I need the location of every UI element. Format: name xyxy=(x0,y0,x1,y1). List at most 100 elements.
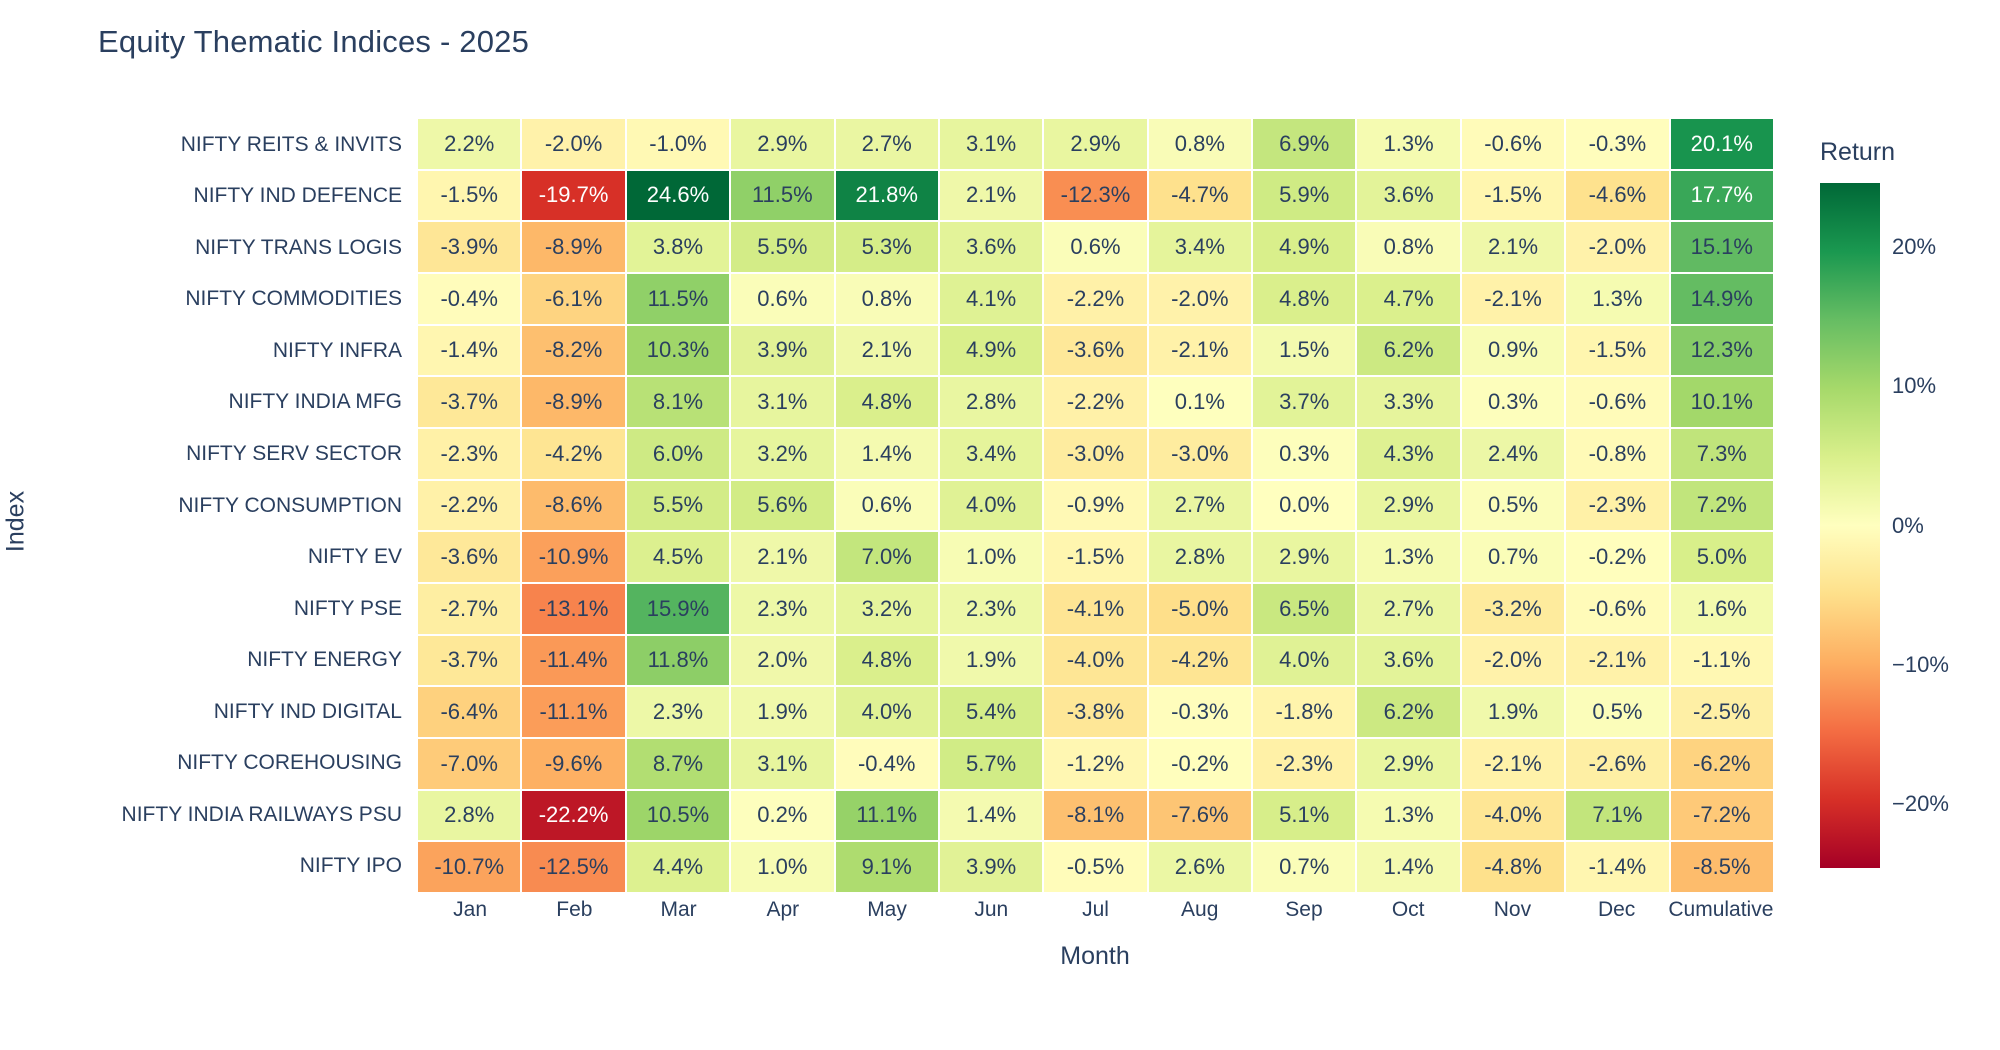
heatmap-cell[interactable]: -0.4% xyxy=(835,739,938,789)
heatmap-cell[interactable]: 0.8% xyxy=(1148,119,1252,169)
heatmap-cell[interactable]: -2.2% xyxy=(1044,377,1147,427)
heatmap-cell[interactable]: -22.2% xyxy=(522,790,625,841)
heatmap-cell[interactable]: 1.9% xyxy=(731,687,834,737)
heatmap-cell[interactable]: 2.2% xyxy=(418,119,521,169)
heatmap-cell[interactable]: -3.0% xyxy=(1148,429,1252,479)
heatmap-cell[interactable]: 15.9% xyxy=(626,584,730,634)
heatmap-cell[interactable]: -2.0% xyxy=(1461,635,1565,686)
heatmap-cell[interactable]: 8.1% xyxy=(626,377,730,427)
heatmap-cell[interactable]: 3.6% xyxy=(1357,170,1460,221)
heatmap-cell[interactable]: -4.2% xyxy=(522,429,625,479)
heatmap-cell[interactable]: 5.6% xyxy=(731,480,834,531)
heatmap-cell[interactable]: -2.0% xyxy=(1566,222,1669,272)
heatmap-cell[interactable]: 4.9% xyxy=(1253,222,1356,272)
heatmap-cell[interactable]: -1.0% xyxy=(626,119,730,169)
heatmap-cell[interactable]: 0.2% xyxy=(731,790,834,841)
heatmap-cell[interactable]: -2.1% xyxy=(1566,635,1669,686)
heatmap-cell[interactable]: -2.1% xyxy=(1461,739,1565,789)
heatmap-cell[interactable]: 9.1% xyxy=(835,842,938,892)
heatmap-cell[interactable]: 24.6% xyxy=(626,170,730,221)
heatmap-plot-area[interactable]: 2.2% -2.0% -1.0% 2.9% 2.7% 3.1% 2.9% 0.8% 6.9% 1.… xyxy=(418,119,1773,892)
heatmap-cell[interactable]: -12.5% xyxy=(522,842,625,892)
heatmap-cell[interactable]: 3.3% xyxy=(1357,377,1460,427)
heatmap-cell[interactable]: -2.2% xyxy=(418,480,521,531)
heatmap-cell[interactable]: 2.1% xyxy=(731,532,834,582)
heatmap-cell[interactable]: 2.9% xyxy=(731,119,834,169)
heatmap-cell[interactable]: 1.3% xyxy=(1357,790,1460,841)
heatmap-cell[interactable]: -2.1% xyxy=(1461,274,1565,324)
heatmap-cell[interactable]: 6.9% xyxy=(1253,119,1356,169)
heatmap-cell[interactable]: 2.6% xyxy=(1148,842,1252,892)
heatmap-cell[interactable]: 2.3% xyxy=(731,584,834,634)
heatmap-cell[interactable]: -2.2% xyxy=(1044,274,1147,324)
heatmap-cell[interactable]: 3.9% xyxy=(731,325,834,376)
heatmap-cell[interactable]: 10.1% xyxy=(1670,377,1773,427)
heatmap-cell[interactable]: 2.8% xyxy=(1148,532,1252,582)
heatmap-cell[interactable]: 4.0% xyxy=(939,480,1043,531)
heatmap-cell[interactable]: -2.3% xyxy=(418,429,521,479)
heatmap-cell[interactable]: 2.3% xyxy=(626,687,730,737)
heatmap-cell[interactable]: -2.3% xyxy=(1253,739,1356,789)
heatmap-cell[interactable]: 3.2% xyxy=(731,429,834,479)
heatmap-cell[interactable]: 10.5% xyxy=(626,790,730,841)
heatmap-cell[interactable]: -1.8% xyxy=(1253,687,1356,737)
heatmap-cell[interactable]: -4.1% xyxy=(1044,584,1147,634)
heatmap-cell[interactable]: -8.9% xyxy=(522,377,625,427)
heatmap-cell[interactable]: 15.1% xyxy=(1670,222,1773,272)
heatmap-cell[interactable]: -2.0% xyxy=(1148,274,1252,324)
heatmap-cell[interactable]: -1.5% xyxy=(1044,532,1147,582)
heatmap-cell[interactable]: -3.2% xyxy=(1461,584,1565,634)
heatmap-cell[interactable]: 4.8% xyxy=(835,377,938,427)
heatmap-cell[interactable]: 5.9% xyxy=(1253,170,1356,221)
heatmap-cell[interactable]: 12.3% xyxy=(1670,325,1773,376)
heatmap-cell[interactable]: 0.3% xyxy=(1461,377,1565,427)
heatmap-cell[interactable]: 2.7% xyxy=(1148,480,1252,531)
heatmap-cell[interactable]: -0.9% xyxy=(1044,480,1147,531)
heatmap-cell[interactable]: 0.5% xyxy=(1461,480,1565,531)
heatmap-cell[interactable]: -1.2% xyxy=(1044,739,1147,789)
heatmap-cell[interactable]: -0.6% xyxy=(1566,584,1669,634)
heatmap-cell[interactable]: 3.8% xyxy=(626,222,730,272)
heatmap-cell[interactable]: 6.5% xyxy=(1253,584,1356,634)
heatmap-cell[interactable]: -8.1% xyxy=(1044,790,1147,841)
heatmap-cell[interactable]: 5.7% xyxy=(939,739,1043,789)
heatmap-cell[interactable]: -1.5% xyxy=(1461,170,1565,221)
heatmap-cell[interactable]: 4.4% xyxy=(626,842,730,892)
heatmap-cell[interactable]: 1.4% xyxy=(835,429,938,479)
heatmap-cell[interactable]: -1.5% xyxy=(1566,325,1669,376)
heatmap-cell[interactable]: -9.6% xyxy=(522,739,625,789)
heatmap-cell[interactable]: 3.6% xyxy=(939,222,1043,272)
heatmap-cell[interactable]: 2.1% xyxy=(939,170,1043,221)
heatmap-cell[interactable]: 4.9% xyxy=(939,325,1043,376)
heatmap-cell[interactable]: -0.5% xyxy=(1044,842,1147,892)
heatmap-cell[interactable]: 4.8% xyxy=(1253,274,1356,324)
heatmap-cell[interactable]: 0.6% xyxy=(1044,222,1147,272)
heatmap-cell[interactable]: 0.3% xyxy=(1253,429,1356,479)
heatmap-cell[interactable]: 1.3% xyxy=(1357,119,1460,169)
heatmap-cell[interactable]: -4.0% xyxy=(1044,635,1147,686)
heatmap-cell[interactable]: 2.9% xyxy=(1357,480,1460,531)
heatmap-cell[interactable]: -2.5% xyxy=(1670,687,1773,737)
heatmap-cell[interactable]: 0.1% xyxy=(1148,377,1252,427)
heatmap-cell[interactable]: -2.0% xyxy=(522,119,625,169)
heatmap-cell[interactable]: 0.6% xyxy=(731,274,834,324)
heatmap-cell[interactable]: 4.5% xyxy=(626,532,730,582)
heatmap-cell[interactable]: 11.5% xyxy=(626,274,730,324)
heatmap-cell[interactable]: 11.5% xyxy=(731,170,834,221)
heatmap-cell[interactable]: -3.0% xyxy=(1044,429,1147,479)
heatmap-cell[interactable]: 6.2% xyxy=(1357,687,1460,737)
heatmap-cell[interactable]: 11.1% xyxy=(835,790,938,841)
heatmap-cell[interactable]: 21.8% xyxy=(835,170,938,221)
heatmap-cell[interactable]: 3.9% xyxy=(939,842,1043,892)
heatmap-cell[interactable]: 3.1% xyxy=(731,739,834,789)
heatmap-cell[interactable]: 2.8% xyxy=(939,377,1043,427)
heatmap-cell[interactable]: 2.9% xyxy=(1044,119,1147,169)
heatmap-cell[interactable]: -6.4% xyxy=(418,687,521,737)
heatmap-cell[interactable]: -5.0% xyxy=(1148,584,1252,634)
heatmap-cell[interactable]: -10.9% xyxy=(522,532,625,582)
heatmap-cell[interactable]: 3.4% xyxy=(1148,222,1252,272)
heatmap-cell[interactable]: -3.6% xyxy=(1044,325,1147,376)
heatmap-cell[interactable]: 1.9% xyxy=(1461,687,1565,737)
heatmap-cell[interactable]: 7.0% xyxy=(835,532,938,582)
heatmap-cell[interactable]: 0.0% xyxy=(1253,480,1356,531)
